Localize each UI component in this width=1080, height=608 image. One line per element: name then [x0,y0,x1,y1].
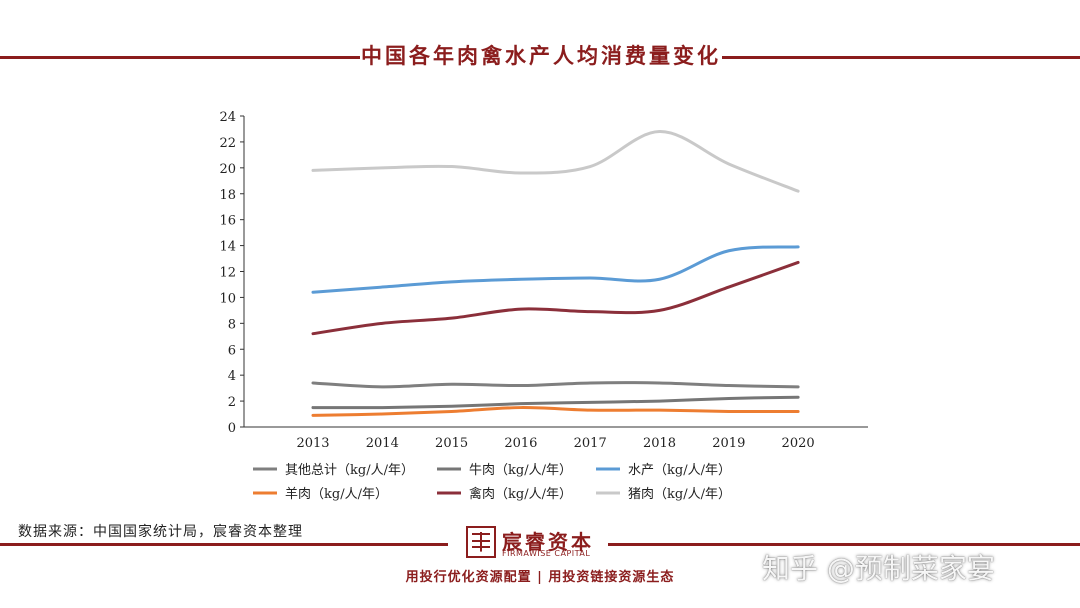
series-line-5 [311,130,800,193]
x-tick-label: 2013 [296,436,329,451]
page-title: 中国各年肉禽水产人均消费量变化 [361,43,721,68]
footer-rule-left [0,543,448,546]
slogan: 用投行优化资源配置 | 用投资链接资源生态 [405,570,675,585]
x-tick-label: 2017 [574,436,607,451]
y-tick-label: 22 [219,136,236,151]
series-line-4 [311,260,800,336]
seal-icon [466,526,496,558]
series-line-2 [311,245,800,294]
legend-label-3: 羊肉（kg/人/年） [285,486,388,502]
y-tick-label: 24 [219,110,236,125]
footer-rule-right [608,543,1080,546]
legend-label-0: 其他总计（kg/人/年） [285,463,414,478]
logo-subtitle: FIRMAWISE CAPITAL [502,549,591,558]
logo-name: 宸睿资本 [502,530,594,554]
series-line-3 [311,406,800,417]
company-logo: 宸睿资本 FIRMAWISE CAPITAL [466,526,616,564]
x-tick-label: 2018 [643,436,676,451]
legend-label-1: 牛肉（kg/人/年） [469,463,572,478]
y-tick-label: 4 [228,369,236,384]
title-rule-left [0,56,360,59]
legend: 其他总计（kg/人/年） 牛肉（kg/人/年） 水产（kg/人/年） 羊肉（kg/人/… [253,463,731,502]
title-rule-right [722,56,1080,59]
y-tick-label: 18 [219,188,236,203]
y-tick-label: 12 [219,266,236,281]
x-tick-label: 2020 [782,436,815,451]
series-lines [311,130,800,417]
watermark: 知乎 @预制菜家宴 [762,552,995,585]
x-tick-label: 2015 [435,436,468,451]
y-tick-label: 0 [228,421,236,436]
x-tick-labels: 2013 2014 2015 2016 2017 2018 2019 2020 [296,436,814,451]
source-note: 数据来源：中国国家统计局，宸睿资本整理 [18,524,303,540]
x-tick-label: 2019 [712,436,745,451]
x-tick-label: 2016 [504,436,537,451]
y-tick-label: 10 [219,291,236,306]
legend-label-2: 水产（kg/人/年） [628,463,731,478]
y-tick-label: 6 [228,343,236,358]
y-tick-label: 8 [228,317,236,332]
legend-label-4: 禽肉（kg/人/年） [469,486,572,502]
y-tick-label: 14 [219,240,236,255]
y-tick-label: 20 [219,162,236,177]
series-line-1 [311,395,800,410]
series-line-0 [311,381,800,389]
legend-label-5: 猪肉（kg/人/年） [628,487,731,502]
x-tick-label: 2014 [366,436,399,451]
y-tick-label: 16 [219,214,236,229]
y-tick-label: 2 [228,395,236,410]
